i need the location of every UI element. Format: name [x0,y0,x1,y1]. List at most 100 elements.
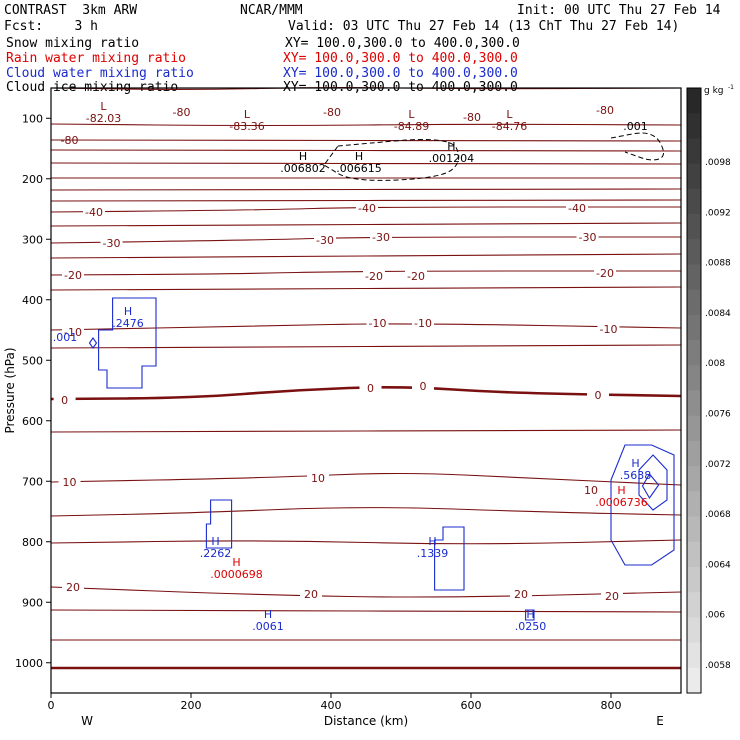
temperature-contour [50,149,682,152]
low-marker: L [408,108,415,121]
contour-label: 10 [311,472,325,485]
y-tick-label: 800 [22,536,43,549]
extremum-value: .006802 [280,162,326,175]
x-tick-label: 200 [181,699,202,712]
series-name-snow: Snow mixing ratio [6,36,140,51]
temperature-contour [50,385,682,401]
contour-label-bg [594,104,616,115]
contour-label: -10 [369,317,387,330]
cloud-ice-contour [610,132,664,161]
colorbar-tick-label: .0084 [705,309,731,319]
temperature-contour [50,286,682,291]
contour-label-bg [83,206,105,217]
contour-label-bg [566,202,588,213]
y-tick-label: 500 [22,354,43,367]
contour-label-bg [356,202,378,213]
direction-west: W [81,714,93,728]
temperature-contour [50,609,682,613]
contour-label: -10 [64,326,82,339]
contour-label: -30 [372,231,390,244]
series-name-rain: Rain water mixing ratio [6,51,187,66]
temperature-contour [50,188,682,191]
high-marker: H [264,608,272,621]
colorbar-frame [686,87,702,694]
contour-label: 20 [66,581,80,594]
series-name-cloud-water: Cloud water mixing ratio [6,66,194,81]
x-tick-label: 600 [461,699,482,712]
series-xy-cloud-water: XY= 100.0,300.0 to 400.0,300.0 [283,66,518,81]
colorbar-band [687,592,701,618]
temperature-contour [50,162,682,165]
contour-label: 0 [420,380,427,393]
colorbar-band [687,541,701,568]
contour-label: 20 [605,590,619,603]
colorbar-band [687,491,701,518]
y-tick-label: 300 [22,233,43,246]
low-marker: L [506,108,513,121]
contour-label: 10 [63,476,77,489]
contour-label: -20 [365,270,383,283]
contour-label: -20 [596,267,614,280]
contour-label: -80 [463,111,481,124]
plot-frame [50,87,682,694]
contour-label: 20 [304,588,318,601]
temperature-contour [50,429,682,433]
contour-label-bg [412,317,434,328]
cloud-water-contour [205,499,233,549]
extremum-value: .1339 [417,547,449,560]
y-tick-label: 400 [22,294,43,307]
y-tick-label: 1000 [15,657,43,670]
contour-value-label: .001 [53,331,78,344]
contour-label-bg [321,106,343,117]
contour-label: 0 [595,389,602,402]
x-tick-label: 400 [321,699,342,712]
temperature-contour [50,539,682,545]
contour-label-bg [62,581,84,592]
cloud-water-contour [610,444,675,566]
contour-label-bg [580,484,602,495]
colorbar-band [687,214,701,240]
temperature-contour [50,344,682,349]
extremum-value: .0006736 [595,496,648,509]
high-marker: H [211,535,219,548]
contour-label: 10 [584,484,598,497]
contour-label-bg [307,472,329,483]
temperature-contour [50,472,682,486]
cloud-water-contour [88,337,98,349]
contour-value-label: .001 [623,120,648,133]
colorbar-tick-label: .0068 [705,510,731,520]
cloud-water-contour [434,526,465,591]
contour-label-bg [58,476,81,487]
contour-label: 20 [514,588,528,601]
colorbar-tick-label: .0072 [705,460,731,470]
high-marker: H [355,150,363,163]
high-marker: H [299,150,307,163]
temperature-contour [50,222,682,227]
contour-label: -20 [407,270,425,283]
colorbar-band [687,113,701,139]
y-tick-label: 600 [22,415,43,428]
x-tick-label: 800 [601,699,622,712]
extremum-value: -84.89 [394,120,429,133]
contour-label: -10 [600,323,618,336]
temperature-contour [50,139,682,142]
high-marker: H [124,305,132,318]
extremum-value: .2262 [200,547,232,560]
high-marker: H [428,535,436,548]
extremum-value: .5638 [620,469,652,482]
y-tick-label: 900 [22,596,43,609]
colorbar-band [687,642,701,669]
contour-label-bg [300,588,322,599]
colorbar-unit-exponent: -1 [728,84,734,91]
temperature-contour [50,323,682,331]
y-tick-label: 100 [22,112,43,125]
temperature-contour [50,253,682,259]
contour-label-bg [314,234,336,245]
colorbar-tick-label: .008 [705,359,725,369]
title-center: NCAR/MMM [240,3,303,18]
contour-label: -40 [85,206,103,219]
contour-label-bg [170,106,193,117]
colorbar-tick-label: .0098 [705,158,731,168]
extremum-value: -84.76 [492,120,527,133]
